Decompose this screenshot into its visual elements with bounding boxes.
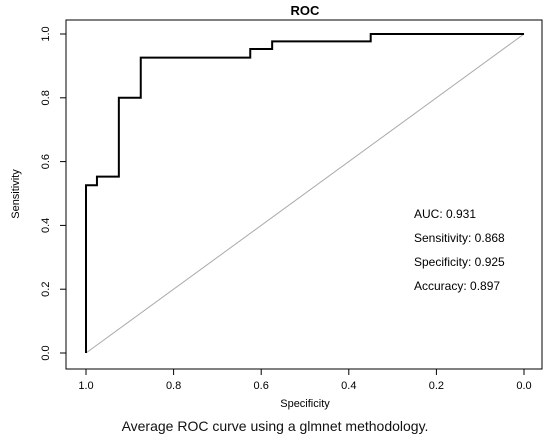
x-tick-label: 0.4: [341, 380, 356, 392]
x-tick-label: 0.2: [429, 380, 444, 392]
chance-diagonal-line: [85, 33, 525, 354]
metric-annotation: Sensitivity: 0.868: [414, 231, 505, 245]
x-axis-label: Specificity: [280, 398, 330, 410]
y-tick-label: 1.0: [40, 26, 52, 41]
roc-lines: [85, 33, 525, 354]
x-axis: 1.0 0.8 0.6 0.4 0.2 0.0: [78, 368, 532, 392]
x-tick-label: 0.0: [516, 380, 531, 392]
roc-curve-line: [85, 33, 524, 353]
y-tick-label: 0.4: [40, 218, 52, 233]
y-tick-label: 0.8: [40, 90, 52, 105]
x-tick-label: 0.6: [254, 380, 269, 392]
y-tick-label: 0.2: [40, 282, 52, 297]
x-tick-label: 1.0: [78, 380, 93, 392]
chart-title: ROC: [291, 3, 321, 18]
x-tick-label: 0.8: [166, 380, 181, 392]
metric-annotation: AUC: 0.931: [414, 207, 476, 221]
metric-annotation: Specificity: 0.925: [414, 255, 505, 269]
figure-caption: Average ROC curve using a glmnet methodo…: [121, 418, 429, 434]
metric-annotation: Accuracy: 0.897: [414, 279, 500, 293]
y-tick-label: 0.6: [40, 154, 52, 169]
y-axis: 0.0 0.2 0.4 0.6 0.8 1.0: [40, 26, 67, 361]
y-tick-label: 0.0: [40, 345, 52, 360]
metrics-annotations: AUC: 0.931 Sensitivity: 0.868 Specificity:…: [414, 207, 505, 293]
y-axis-label: Sensitivity: [10, 169, 22, 219]
